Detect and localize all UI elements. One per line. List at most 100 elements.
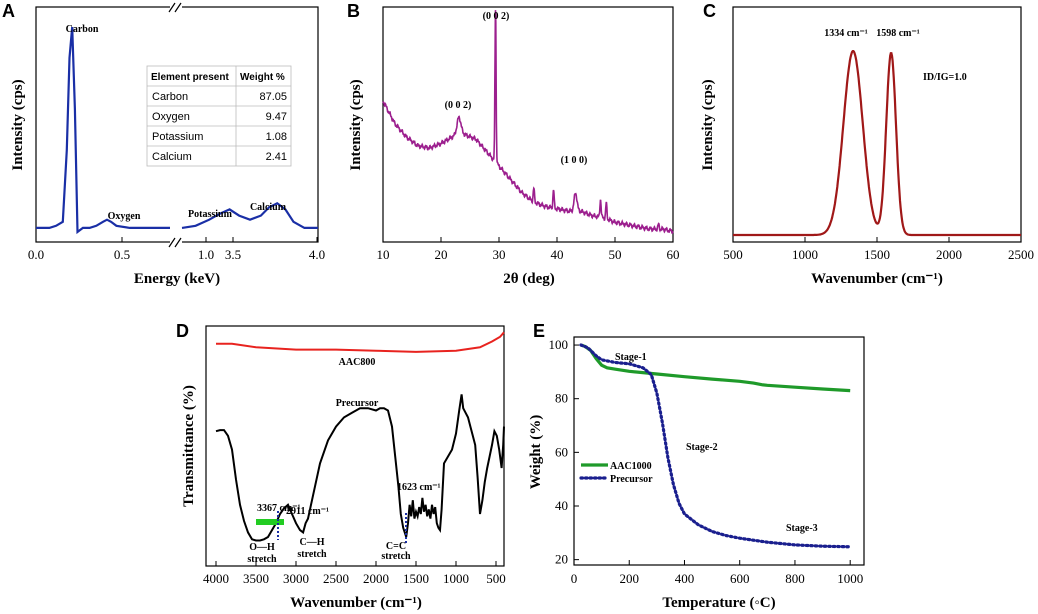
x-tick-label: 2500 [323, 571, 349, 586]
legend-label: AAC1000 [610, 461, 652, 472]
panel-d: D 4000 3500 3000 2500 2000 1500 1000 500 Wavenu… [176, 321, 506, 611]
x-tick-label: 0 [571, 571, 578, 586]
x-tick-label: 500 [486, 571, 506, 586]
annotation-potassium: Potassium [188, 209, 233, 220]
annotation-oh: O—H stretch [247, 542, 277, 565]
x-axis-title: Wavenumber (cm⁻¹) [290, 595, 422, 611]
x-tick-label: 60 [667, 247, 680, 262]
x-tick-label: 200 [619, 571, 639, 586]
x-tick-label: 4.0 [309, 247, 325, 262]
table-cell: 2.41 [266, 151, 287, 163]
x-tick-label: 30 [493, 247, 506, 262]
panel-a: A 0.0 0.5 1.0 3.5 4.0 Energy (keV) Inten… [2, 1, 325, 287]
series-line-edx-high [181, 202, 318, 229]
annotation-oxygen: Oxygen [108, 211, 141, 222]
peak-label: (0 0 2) [483, 11, 510, 22]
x-tick-label: 1000 [837, 571, 863, 586]
panel-c: C 500 1000 1500 2000 2500 Wavenumber (cm⁻¹) … [700, 1, 1034, 287]
x-axis-title: Energy (keV) [134, 271, 220, 287]
x-tick-label: 2000 [936, 247, 962, 262]
annotation-stage-1: Stage-1 [615, 352, 647, 363]
panel-b: B 10 20 30 40 50 60 2θ (deg) Intensity (cps) … [347, 1, 680, 287]
table-cell: 9.47 [266, 111, 287, 123]
plot-frame-e [573, 336, 865, 566]
axis-break-a [168, 1, 182, 248]
annotation-stage-3: Stage-3 [786, 523, 818, 534]
x-tick-label: 500 [723, 247, 743, 262]
x-tick-label: 600 [730, 571, 750, 586]
element-table: Element present Weight % Carbon 87.05 Ox… [146, 65, 292, 167]
series-line-precursor [579, 343, 852, 549]
panel-letter-c: C [703, 1, 716, 21]
annotation-carbon: Carbon [66, 24, 99, 35]
peak-label: (0 0 2) [445, 100, 472, 111]
x-tick-label: 3000 [283, 571, 309, 586]
peak-label: (1 0 0) [561, 155, 588, 166]
table-cell: Oxygen [152, 111, 190, 123]
annotation-2911: 2911 cm⁻¹ [286, 506, 329, 517]
x-tick-label: 40 [551, 247, 564, 262]
x-tick-label: 1500 [403, 571, 429, 586]
x-tick-label: 1500 [864, 247, 890, 262]
x-tick-label: 0.5 [114, 247, 130, 262]
panel-letter-b: B [347, 1, 360, 21]
table-header: Weight % [240, 72, 285, 83]
x-tick-label: 0.0 [28, 247, 44, 262]
x-axis-title: 2θ (deg) [503, 271, 555, 287]
series-line-precursor [215, 394, 505, 542]
panel-letter-a: A [2, 1, 15, 21]
panel-e: E 0 200 400 600 800 1000 20 40 60 80 100 Temperatu… [528, 321, 865, 611]
annotation-3367: 3367 cm⁻¹ [257, 503, 301, 514]
annotation-stage-2: Stage-2 [686, 442, 718, 453]
table-cell: 87.05 [259, 91, 287, 103]
x-tick-label: 2500 [1008, 247, 1034, 262]
x-tick-label: 2000 [363, 571, 389, 586]
y-axis-title: Intensity (cps) [348, 79, 364, 170]
annotation-calcium: Calcium [250, 202, 287, 213]
x-tick-label: 3.5 [225, 247, 241, 262]
annotation-ch: C—H stretch [297, 537, 327, 560]
series-label-aac800: AAC800 [339, 357, 376, 368]
peak-label: 1598 cm⁻¹ [876, 28, 920, 39]
y-tick-label: 80 [555, 391, 568, 406]
y-tick-label: 40 [555, 498, 568, 513]
legend-e: AAC1000 Precursor [579, 461, 653, 485]
x-tick-label: 10 [377, 247, 390, 262]
ratio-label: ID/IG=1.0 [923, 72, 967, 83]
oh-stretch-marker [256, 519, 284, 525]
peak-label: 1334 cm⁻¹ [824, 28, 868, 39]
x-axis-title: Wavenumber (cm⁻¹) [811, 271, 943, 287]
x-tick-label: 50 [609, 247, 622, 262]
y-axis-title: Intensity (cps) [700, 79, 716, 170]
series-line-aac1000 [580, 343, 851, 393]
plot-frame-b [382, 6, 674, 243]
table-header: Element present [151, 72, 229, 83]
y-axis-title: Transmittance (%) [181, 385, 197, 507]
x-tick-label: 3500 [243, 571, 269, 586]
series-line-raman [733, 50, 1021, 237]
x-tick-label: 1000 [443, 571, 469, 586]
annotation-cc: C=C stretch [381, 541, 411, 562]
legend-label: Precursor [610, 474, 653, 485]
x-tick-label: 400 [675, 571, 695, 586]
x-tick-label: 20 [435, 247, 448, 262]
y-axis-title: Intensity (cps) [10, 79, 26, 170]
x-tick-label: 4000 [203, 571, 229, 586]
series-label-precursor: Precursor [336, 398, 379, 409]
y-tick-label: 60 [555, 444, 568, 459]
series-line-edx-low [36, 26, 170, 235]
table-cell: Carbon [152, 91, 188, 103]
y-tick-label: 20 [555, 552, 568, 567]
table-cell: 1.08 [266, 131, 287, 143]
x-tick-label: 1.0 [198, 247, 214, 262]
table-cell: Calcium [152, 151, 192, 163]
panel-letter-d: D [176, 321, 189, 341]
plot-frame-c [732, 6, 1022, 243]
series-line-aac800 [216, 331, 505, 353]
x-tick-label: 800 [785, 571, 805, 586]
x-axis-title: Temperature (◦C) [662, 595, 775, 611]
y-axis-title: Weight (%) [528, 415, 544, 490]
series-line-xrd [382, 10, 674, 234]
annotation-1623: 1623 cm⁻¹ [397, 482, 441, 493]
